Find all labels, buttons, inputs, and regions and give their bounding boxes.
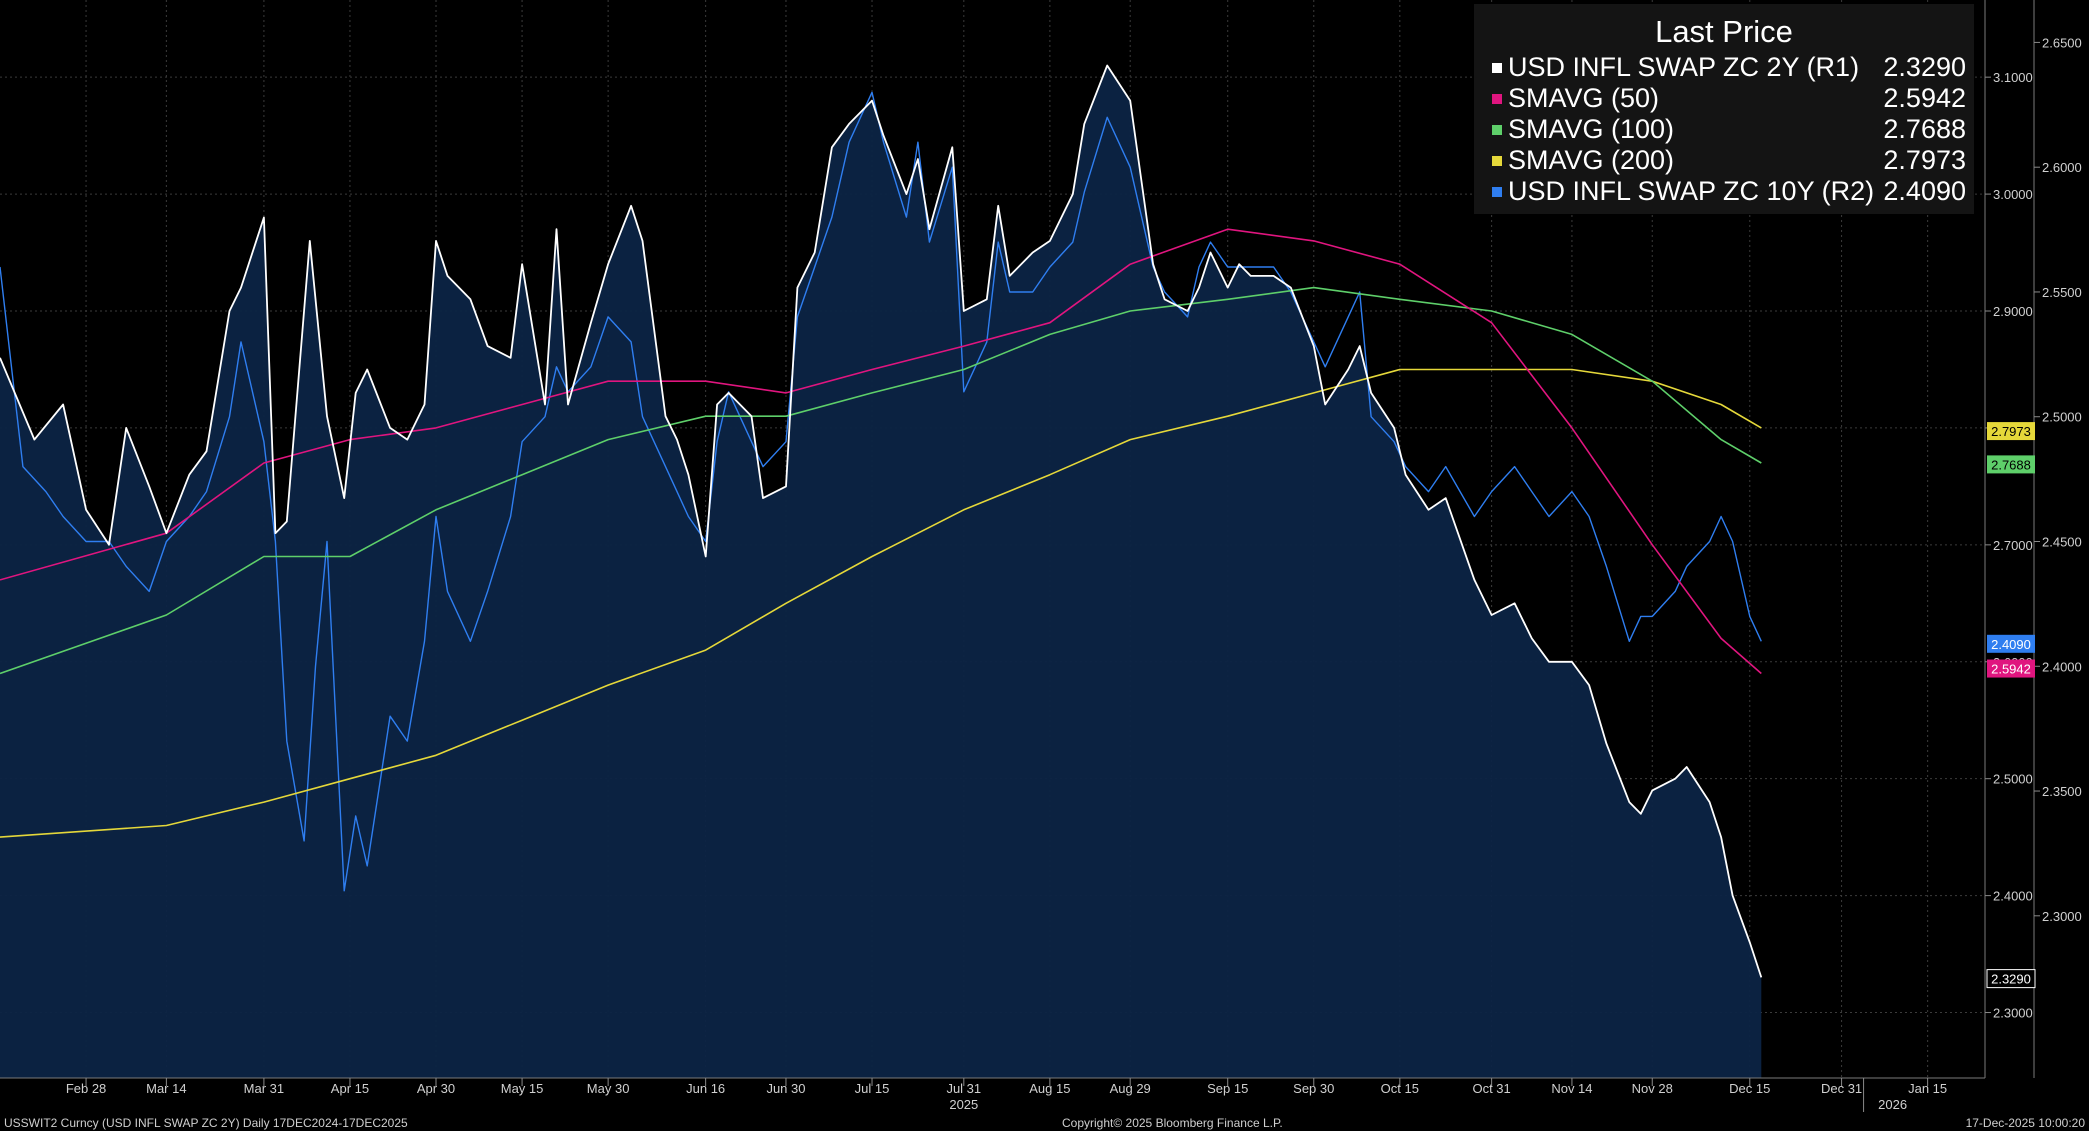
r2-tick-label: 2.6500: [2042, 35, 2082, 50]
x-tick-label: Sep 30: [1293, 1081, 1334, 1096]
footer-timestamp: 17-Dec-2025 10:00:20: [1965, 1116, 2085, 1130]
legend-swatch: [1492, 187, 1502, 197]
x-tick-label: Oct 31: [1472, 1081, 1510, 1096]
last-value-tag-label: 2.4090: [1991, 637, 2031, 652]
r2-tick-label: 2.6000: [2042, 160, 2082, 175]
legend-item-name: SMAVG (100): [1508, 114, 1675, 144]
x-tick-label: Jan 15: [1908, 1081, 1947, 1096]
r2-tick-label: 2.3500: [2042, 784, 2082, 799]
legend-item-value: 2.4090: [1883, 176, 1966, 206]
x-year-label: 2025: [949, 1097, 978, 1112]
r1-tick-label: 3.1000: [1993, 70, 2033, 85]
x-tick-label: Oct 15: [1381, 1081, 1419, 1096]
r2-tick-label: 2.4500: [2042, 534, 2082, 549]
last-value-tag-box: [1986, 969, 2036, 989]
legend-item-value: 2.3290: [1883, 52, 1966, 82]
x-tick-label: Dec 31: [1821, 1081, 1862, 1096]
series-line-smavg-100: [0, 286, 1762, 675]
x-tick-label: Apr 30: [417, 1081, 455, 1096]
last-value-tag-label: 2.7688: [1991, 457, 2031, 472]
legend-item: SMAVG (100) 2.7688: [1492, 114, 1966, 145]
last-value-tag-box: [1987, 422, 2035, 441]
x-year-label: 2026: [1878, 1097, 1907, 1112]
right-axis-r1: 2.30002.40002.50002.60002.70002.80002.90…: [1985, 70, 2033, 1021]
area-fill: [0, 65, 1762, 1078]
r2-tick-label: 2.5500: [2042, 285, 2082, 300]
last-value-tag-box: [1987, 659, 2035, 678]
r1-tick-label: 3.0000: [1993, 187, 2033, 202]
legend-item-name: SMAVG (200): [1508, 145, 1675, 175]
x-tick-label: Nov 14: [1551, 1081, 1592, 1096]
x-tick-label: Aug 29: [1110, 1081, 1151, 1096]
last-value-tag-label: 2.7973: [1991, 424, 2031, 439]
x-tick-label: Feb 28: [66, 1081, 106, 1096]
r1-tick-label: 2.5000: [1993, 772, 2033, 787]
r1-tick-label: 2.3000: [1993, 1006, 2033, 1021]
right-axis-r2: 2.3000 2.3500 2.4000 2.4500 2.5000 2.5500 2.60…: [2033, 0, 2082, 1078]
series-lines: [0, 64, 1763, 978]
series-line-smavg-50: [0, 228, 1762, 675]
x-tick-label: Apr 15: [331, 1081, 369, 1096]
footer-copyright: Copyright© 2025 Bloomberg Finance L.P.: [1062, 1116, 1283, 1130]
x-tick-label: Mar 14: [146, 1081, 186, 1096]
r1-tick-label: 2.9000: [1993, 304, 2033, 319]
legend-item-name: USD INFL SWAP ZC 10Y (R2): [1508, 176, 1875, 206]
x-tick-label: Jul 15: [855, 1081, 890, 1096]
legend-item-name: USD INFL SWAP ZC 2Y (R1): [1508, 52, 1860, 82]
last-value-tag-label: 2.3290: [1991, 972, 2031, 987]
x-tick-label: Dec 15: [1729, 1081, 1770, 1096]
legend-swatch: [1492, 125, 1502, 135]
r2-tick-label: 2.4000: [2042, 659, 2082, 674]
x-tick-label: Nov 28: [1632, 1081, 1673, 1096]
x-tick-label: May 15: [501, 1081, 544, 1096]
last-value-tag-box: [1987, 455, 2035, 474]
x-tick-label: May 30: [587, 1081, 630, 1096]
legend-title: Last Price: [1655, 14, 1793, 49]
legend-item-value: 2.5942: [1883, 83, 1966, 113]
r2-tick-label: 2.5000: [2042, 410, 2082, 425]
area-fill-2y: [0, 65, 1762, 1078]
x-axis: Feb 28 Mar 14 Mar 31 Apr 15 Apr 30 May 15 May …: [66, 1078, 1947, 1112]
legend-swatch: [1492, 63, 1502, 73]
series-line-usd-infl-swap-zc-2y-r1: [0, 64, 1763, 978]
last-value-tag-box: [1987, 634, 2035, 653]
r2-tick-label: 2.3000: [2042, 909, 2082, 924]
footer-ticker: USSWIT2 Curncy (USD INFL SWAP ZC 2Y) Dai…: [4, 1116, 408, 1130]
x-tick-label: Aug 15: [1029, 1081, 1070, 1096]
series-line-smavg-200: [0, 368, 1762, 838]
legend-item: USD INFL SWAP ZC 2Y (R1) 2.3290: [1492, 52, 1966, 83]
x-tick-label: Mar 31: [244, 1081, 284, 1096]
last-value-tag-label: 2.5942: [1991, 662, 2031, 677]
legend-swatch: [1492, 94, 1502, 104]
legend-item: USD INFL SWAP ZC 10Y (R2) 2.4090: [1492, 176, 1966, 207]
r1-tick-label: 2.7000: [1993, 538, 2033, 553]
last-value-tags: 2.7973 2.7688 2.5942 2.4090 2.3290: [1986, 422, 2036, 989]
r1-tick-label: 2.4000: [1993, 889, 2033, 904]
legend-item: SMAVG (200) 2.7973: [1492, 145, 1966, 176]
x-tick-label: Jun 16: [686, 1081, 725, 1096]
legend-item-value: 2.7688: [1883, 114, 1966, 144]
legend-swatch: [1492, 156, 1502, 166]
x-tick-label: Jul 31: [946, 1081, 981, 1096]
legend: Last Price USD INFL SWAP ZC 2Y (R1) 2.32…: [1474, 4, 1974, 214]
x-tick-label: Jun 30: [766, 1081, 805, 1096]
x-tick-label: Sep 15: [1207, 1081, 1248, 1096]
legend-item-value: 2.7973: [1883, 145, 1966, 175]
legend-item-name: SMAVG (50): [1508, 83, 1660, 113]
legend-item: SMAVG (50) 2.5942: [1492, 83, 1966, 114]
